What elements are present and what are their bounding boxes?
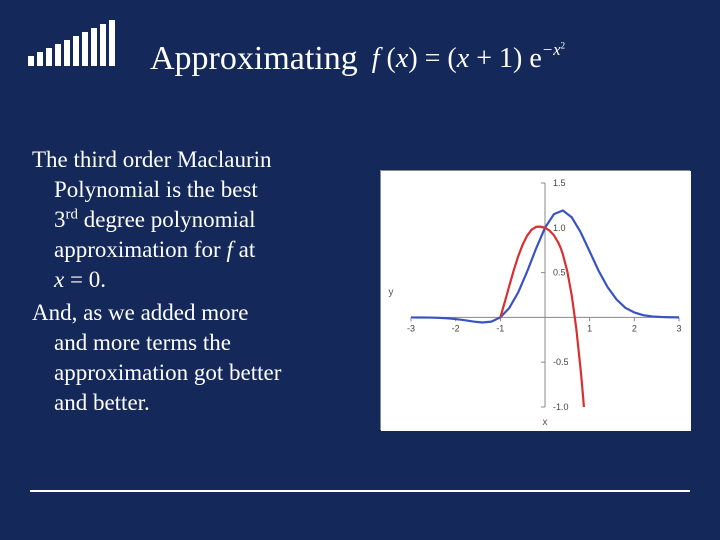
title-formula: f (x) = (x + 1) e−x2 — [372, 43, 565, 75]
svg-text:1: 1 — [587, 323, 592, 333]
svg-text:1.0: 1.0 — [553, 223, 566, 233]
svg-text:x: x — [543, 417, 548, 428]
svg-text:2: 2 — [632, 323, 637, 333]
slide-title: Approximating — [150, 40, 358, 78]
svg-text:0.5: 0.5 — [553, 268, 566, 278]
svg-text:-2: -2 — [452, 323, 460, 333]
svg-text:3: 3 — [676, 323, 681, 333]
svg-text:-1.0: -1.0 — [553, 402, 569, 412]
svg-text:-1: -1 — [496, 323, 504, 333]
para2: And, as we added more and more terms the… — [32, 298, 362, 418]
chart-svg: -3 -2 -1 1 2 3 -1.0 -0.5 0.5 1.0 1.5 x y — [381, 171, 691, 431]
svg-text:y: y — [389, 287, 394, 298]
svg-text:1.5: 1.5 — [553, 178, 566, 188]
bottom-rule — [30, 490, 690, 492]
title-row: Approximating f (x) = (x + 1) e−x2 — [150, 40, 565, 78]
svg-text:-0.5: -0.5 — [553, 357, 569, 367]
body-text: The third order Maclaurin Polynomial is … — [32, 145, 362, 422]
chart: -3 -2 -1 1 2 3 -1.0 -0.5 0.5 1.0 1.5 x y — [380, 170, 690, 430]
para1: The third order Maclaurin Polynomial is … — [32, 145, 362, 294]
decorative-bars — [28, 18, 115, 66]
svg-text:-3: -3 — [407, 323, 415, 333]
